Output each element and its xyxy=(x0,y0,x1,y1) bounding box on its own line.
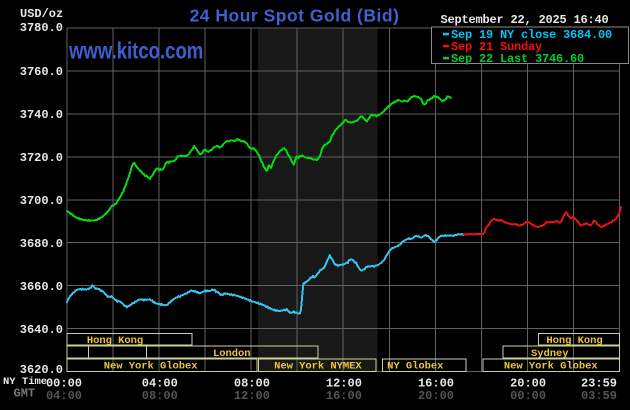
svg-text:NY Globex: NY Globex xyxy=(387,361,444,373)
svg-text:3680.0: 3680.0 xyxy=(20,237,63,251)
svg-text:Hong Kong: Hong Kong xyxy=(87,335,143,347)
svg-text:08:00: 08:00 xyxy=(142,389,178,403)
svg-text:September 22, 2025 16:40: September 22, 2025 16:40 xyxy=(441,13,609,27)
svg-text:New York Globex: New York Globex xyxy=(104,361,199,373)
svg-text:3780.0: 3780.0 xyxy=(20,21,63,35)
svg-text:Sep 21 Sunday: Sep 21 Sunday xyxy=(451,40,542,54)
svg-text:New York Globex: New York Globex xyxy=(504,361,599,373)
svg-text:00:00: 00:00 xyxy=(510,389,546,403)
svg-text:Sydney: Sydney xyxy=(531,348,569,360)
svg-text:12:00: 12:00 xyxy=(326,377,362,391)
svg-text:20:00: 20:00 xyxy=(510,377,546,391)
svg-text:24 Hour Spot Gold (Bid): 24 Hour Spot Gold (Bid) xyxy=(190,5,400,25)
svg-text:NY Time: NY Time xyxy=(3,376,47,388)
svg-text:Hong Kong: Hong Kong xyxy=(546,335,602,347)
svg-text:Sep 19 NY close 3684.00: Sep 19 NY close 3684.00 xyxy=(451,28,612,42)
svg-text:3660.0: 3660.0 xyxy=(20,280,63,294)
svg-text:16:00: 16:00 xyxy=(418,377,454,391)
svg-text:04:00: 04:00 xyxy=(142,377,178,391)
svg-text:www.kitco.com: www.kitco.com xyxy=(68,39,203,64)
svg-text:20:00: 20:00 xyxy=(418,389,454,403)
svg-text:03:59: 03:59 xyxy=(581,389,617,403)
svg-text:08:00: 08:00 xyxy=(234,377,270,391)
svg-text:23:59: 23:59 xyxy=(581,377,617,391)
svg-text:3620.0: 3620.0 xyxy=(20,363,63,377)
svg-text:3760.0: 3760.0 xyxy=(20,65,63,79)
svg-text:Sep 22 Last 3746.60: Sep 22 Last 3746.60 xyxy=(451,52,584,66)
svg-text:3700.0: 3700.0 xyxy=(20,194,63,208)
svg-text:00:00: 00:00 xyxy=(46,377,82,391)
svg-text:USD/oz: USD/oz xyxy=(20,7,63,21)
svg-text:3740.0: 3740.0 xyxy=(20,108,63,122)
svg-text:16:00: 16:00 xyxy=(326,389,362,403)
svg-text:04:00: 04:00 xyxy=(46,389,82,403)
svg-text:GMT: GMT xyxy=(14,386,36,400)
svg-text:New York NYMEX: New York NYMEX xyxy=(274,361,362,373)
svg-text:3640.0: 3640.0 xyxy=(20,323,63,337)
svg-text:3720.0: 3720.0 xyxy=(20,151,63,165)
svg-text:London: London xyxy=(213,348,251,360)
svg-text:12:00: 12:00 xyxy=(234,389,270,403)
